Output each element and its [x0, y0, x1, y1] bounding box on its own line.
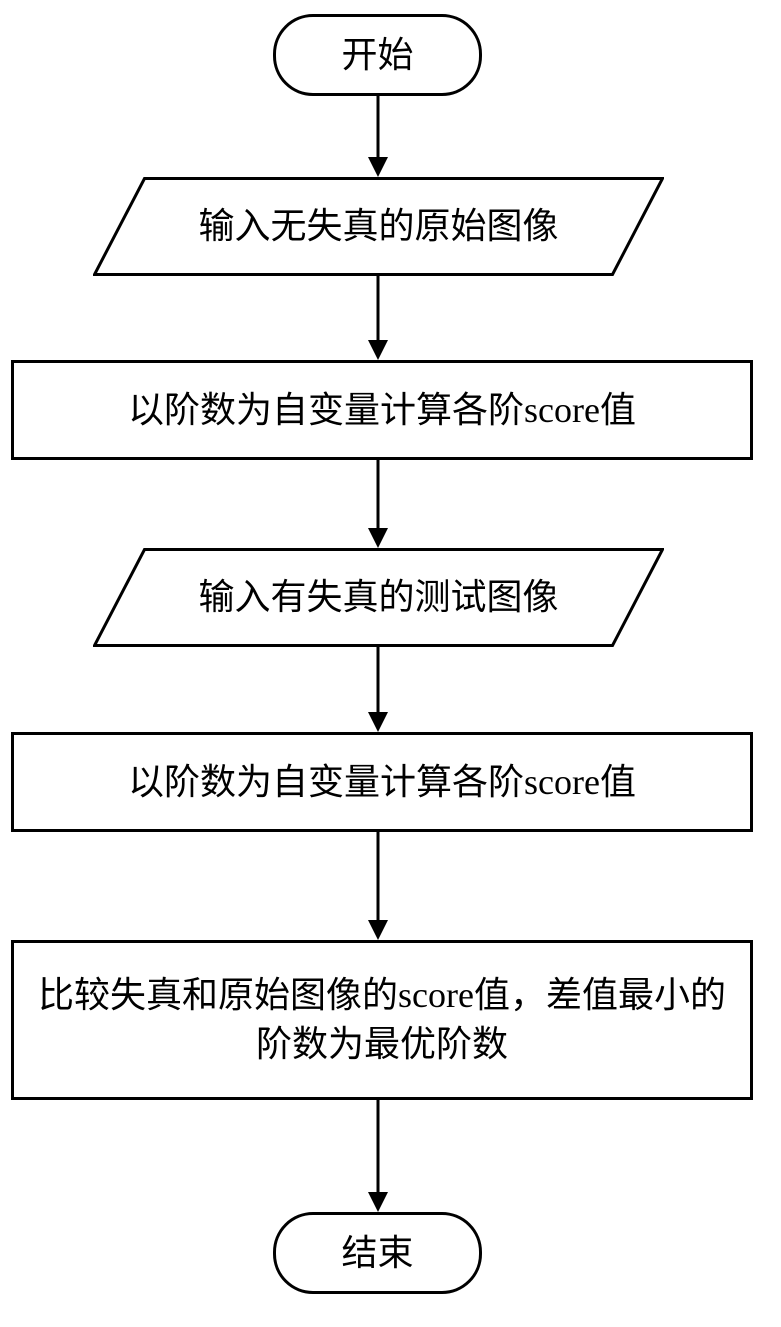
calc-original-score-label: 以阶数为自变量计算各阶score值 [108, 386, 656, 435]
compare-score-label: 比较失真和原始图像的score值，差值最小的阶数为最优阶数 [14, 971, 750, 1068]
input-original-image-label: 输入无失真的原始图像 [198, 202, 558, 251]
end-label: 结束 [341, 1229, 413, 1278]
calc-original-score-node: 以阶数为自变量计算各阶score值 [11, 360, 753, 460]
flowchart-container: 开始 输入无失真的原始图像 以阶数为自变量计算各阶score值 输入有失真的测试… [0, 0, 781, 1327]
input-test-image-label: 输入有失真的测试图像 [198, 573, 558, 622]
calc-test-score-label: 以阶数为自变量计算各阶score值 [108, 758, 656, 807]
input-test-image-node: 输入有失真的测试图像 [93, 548, 664, 647]
start-node: 开始 [273, 14, 482, 96]
compare-score-node: 比较失真和原始图像的score值，差值最小的阶数为最优阶数 [11, 940, 753, 1100]
start-label: 开始 [341, 31, 413, 80]
end-node: 结束 [273, 1212, 482, 1294]
calc-test-score-node: 以阶数为自变量计算各阶score值 [11, 732, 753, 832]
input-original-image-node: 输入无失真的原始图像 [93, 177, 664, 276]
